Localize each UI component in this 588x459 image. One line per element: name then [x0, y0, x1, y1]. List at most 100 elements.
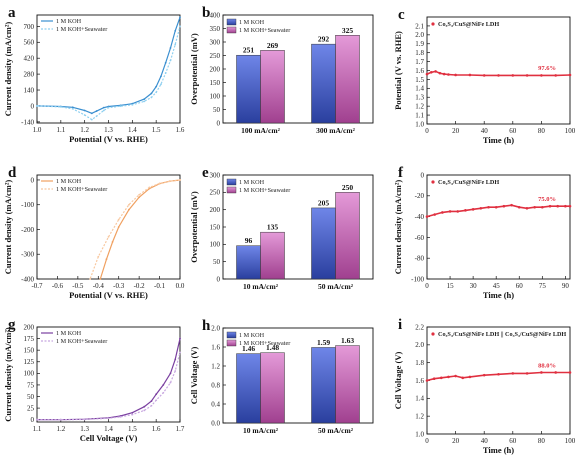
data-point — [90, 118, 93, 121]
data-point — [497, 372, 500, 376]
panel-letter: h — [202, 318, 211, 334]
data-point — [494, 205, 498, 209]
x-tick-label: 1.2 — [80, 126, 89, 134]
x-tick-label: 100 — [565, 127, 576, 135]
data-point — [90, 112, 93, 115]
panel-letter: e — [202, 165, 209, 181]
x-tick-label: 100 — [565, 437, 576, 445]
legend-swatch — [226, 26, 237, 34]
panel-c: c 1.01.11.21.31.41.51.61.71.81.92.02.1 Pot… — [393, 7, 576, 145]
bar-value-label: 250 — [342, 183, 354, 192]
data-point — [95, 110, 98, 112]
panel-a: a -140 0 140 280 420 560 700 Current density (mA… — [3, 5, 185, 144]
legend-swatch — [226, 178, 237, 186]
panel-letter: i — [398, 317, 402, 333]
y-tick-label: 1.2 — [211, 362, 220, 370]
bar — [236, 245, 261, 280]
series-trace — [426, 204, 570, 218]
y-tick-label: 0 — [217, 119, 221, 127]
x-axis-label: Cell Voltage (V) — [80, 433, 138, 443]
panel-letter: d — [8, 165, 17, 181]
y-tick-label: -80 — [415, 255, 425, 263]
y-tick-label: 1.5 — [415, 76, 424, 84]
category-label: 10 mA/cm² — [243, 426, 279, 435]
y-tick-label: 560 — [24, 39, 35, 47]
x-axis-label: Time (h) — [483, 135, 514, 145]
legend-entry: 1 M KOH+Seawater — [239, 187, 290, 194]
y-tick-label: 0 — [31, 102, 35, 110]
bar-value-label: 1.46 — [242, 344, 255, 353]
y-tick-label: 300 — [210, 38, 221, 46]
bar — [260, 50, 285, 124]
x-tick-label: 90 — [562, 282, 570, 290]
legend-entry: 1 M KOH — [239, 332, 265, 339]
x-tick-label: 60 — [509, 127, 517, 135]
series-line — [89, 179, 181, 280]
panel-letter: f — [398, 165, 404, 181]
data-point — [541, 205, 544, 209]
x-tick-label: 1.4 — [128, 126, 137, 134]
y-tick-label: 400 — [210, 11, 221, 19]
data-point — [425, 379, 429, 382]
y-tick-label: 100 — [24, 370, 35, 378]
data-point — [150, 96, 153, 99]
data-point — [111, 240, 114, 243]
data-point — [568, 371, 572, 374]
data-point — [162, 391, 165, 394]
y-tick-label: 75 — [27, 381, 35, 389]
x-tick-label: 60 — [509, 437, 517, 445]
panel-i: i 1.0 1.2 1.4 1.6 1.8 2.0 2.2 Cell Voltage (V) 0 2… — [393, 317, 576, 455]
y-tick-label: 1.4 — [415, 85, 424, 93]
panel-g: g 0 25 50 75 100 125 150 175 200 Current density (… — [3, 317, 185, 443]
bar — [311, 43, 336, 124]
data-point — [117, 226, 120, 228]
data-point — [556, 204, 559, 208]
data-point — [568, 204, 572, 208]
bar — [260, 352, 285, 424]
retention-annotation: 75.0% — [538, 196, 556, 203]
legend-swatch — [226, 18, 237, 26]
data-point — [128, 203, 130, 206]
data-point — [150, 92, 153, 95]
x-axis-label: Time (h) — [483, 290, 514, 300]
y-tick-label: 250 — [210, 189, 221, 197]
y-tick-label: 150 — [210, 79, 221, 87]
bar-value-label: 1.59 — [317, 338, 330, 347]
y-axis-label: Potential (V vs. RHE) — [393, 31, 403, 110]
data-point — [138, 193, 141, 196]
bar-value-label: 292 — [318, 35, 330, 44]
data-point — [479, 206, 483, 210]
legend-entry: 1 M KOH — [56, 330, 82, 337]
data-point — [511, 74, 515, 77]
y-axis-label: Current density (mA/cm²) — [3, 180, 13, 275]
panel-d: d -400 -300 -200 -100 0 Current density (mA/cm… — [3, 165, 185, 300]
y-tick-label: 2.2 — [415, 323, 424, 331]
panel-f: f -100 -80 -60 -40 -20 0 Current density (mA/cm… — [393, 165, 572, 300]
data-point — [128, 208, 130, 211]
y-tick-label: -200 — [21, 226, 34, 234]
data-point — [456, 210, 460, 213]
panel-letter: b — [202, 5, 210, 21]
legend-entry: Co₃S₄/CuS@NiFe LDH || Co₃S₄/CuS@NiFe LDH — [438, 331, 566, 338]
x-tick-label: 1.2 — [56, 425, 65, 433]
y-tick-label: 1.2 — [415, 103, 424, 111]
category-label: 50 mA/cm² — [318, 426, 354, 435]
plot-frame — [426, 174, 571, 280]
legend-entry: 1 M KOH — [56, 18, 82, 25]
data-point — [169, 381, 172, 384]
data-point — [432, 377, 436, 381]
data-point — [131, 413, 134, 416]
bar-value-label: 1.48 — [266, 343, 279, 352]
data-point — [155, 85, 158, 88]
bar — [335, 35, 360, 124]
data-point — [461, 376, 465, 380]
bar-value-label: 96 — [245, 236, 253, 245]
legend-entry: 1 M KOH+Seawater — [56, 338, 107, 345]
x-tick-label: -0.5 — [72, 282, 84, 290]
series-line — [37, 338, 181, 421]
y-tick-label: 1.2 — [415, 413, 424, 421]
y-tick-label: 250 — [210, 52, 221, 60]
y-tick-label: 0.4 — [211, 400, 220, 408]
plot-frame — [222, 327, 374, 424]
data-point — [59, 418, 62, 421]
